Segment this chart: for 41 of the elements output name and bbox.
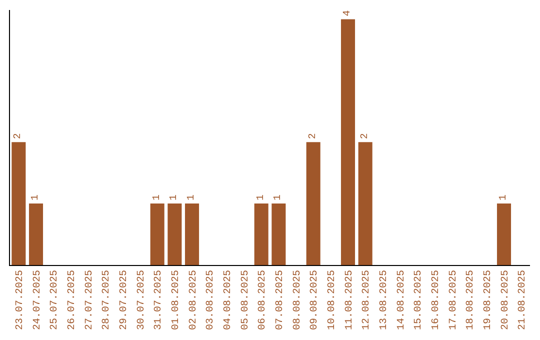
x-tick-label: 10.08.2025: [326, 270, 338, 330]
x-tick-label: 23.07.2025: [14, 270, 26, 330]
x-tick-label: 17.08.2025: [448, 270, 460, 330]
x-tick-label: 09.08.2025: [310, 270, 321, 330]
x-tick-label: 03.08.2025: [206, 270, 217, 330]
x-tick-label: 26.07.2025: [66, 270, 78, 330]
data-label: 1: [30, 194, 42, 201]
data-label: 1: [273, 194, 284, 201]
x-tick-label: 31.07.2025: [154, 270, 165, 330]
x-tick-label: 01.08.2025: [170, 270, 182, 330]
x-tick-label: 08.08.2025: [292, 270, 304, 330]
x-tick-label: 12.08.2025: [362, 270, 373, 330]
x-tick-label: 27.07.2025: [84, 270, 96, 330]
data-label: 4: [342, 10, 354, 16]
x-tick-label: 06.08.2025: [258, 270, 269, 330]
x-tick-label: 25.07.2025: [50, 270, 61, 330]
x-tick-label: 15.08.2025: [414, 270, 425, 330]
x-tick-label: 30.07.2025: [136, 270, 148, 330]
data-label: 2: [13, 133, 24, 140]
x-tick-label: 28.07.2025: [102, 270, 113, 330]
data-label: 2: [308, 133, 319, 140]
x-tick-label: 02.08.2025: [188, 270, 200, 330]
x-tick-label: 29.07.2025: [118, 270, 130, 330]
x-tick-label: 20.08.2025: [500, 270, 512, 330]
x-tick-label: 05.08.2025: [240, 270, 252, 330]
x-tick-label: 13.08.2025: [378, 270, 390, 330]
x-tick-label: 04.08.2025: [222, 270, 234, 330]
data-label: 1: [152, 194, 163, 201]
data-label: 1: [498, 194, 510, 201]
data-label: 1: [256, 194, 267, 201]
x-tick-label: 11.08.2025: [344, 270, 356, 330]
data-label: 2: [360, 133, 371, 140]
x-tick-label: 21.08.2025: [518, 270, 529, 330]
x-tick-label: 24.07.2025: [32, 270, 44, 330]
data-label: 1: [169, 194, 180, 201]
data-label: 1: [186, 194, 198, 201]
x-tick-label: 19.08.2025: [482, 270, 494, 330]
x-tick-label: 18.08.2025: [466, 270, 477, 330]
x-tick-label: 07.08.2025: [274, 270, 286, 330]
x-tick-label: 14.08.2025: [396, 270, 408, 330]
x-tick-label: 16.08.2025: [430, 270, 442, 330]
